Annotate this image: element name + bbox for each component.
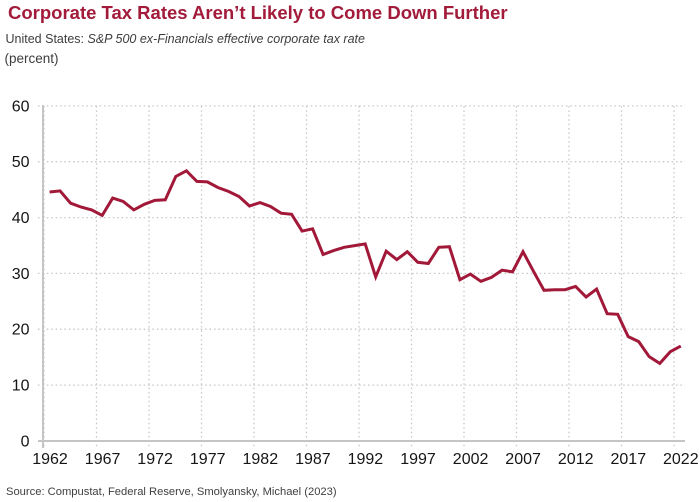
svg-text:60: 60 bbox=[12, 98, 30, 115]
svg-text:40: 40 bbox=[12, 210, 30, 227]
svg-text:1977: 1977 bbox=[190, 451, 226, 468]
svg-text:1997: 1997 bbox=[400, 451, 436, 468]
svg-text:2002: 2002 bbox=[453, 451, 489, 468]
svg-text:1972: 1972 bbox=[137, 451, 173, 468]
svg-text:0: 0 bbox=[21, 433, 30, 450]
svg-text:2017: 2017 bbox=[611, 451, 647, 468]
svg-text:10: 10 bbox=[12, 378, 30, 395]
svg-text:20: 20 bbox=[12, 322, 30, 339]
svg-text:1967: 1967 bbox=[85, 451, 121, 468]
svg-text:1982: 1982 bbox=[243, 451, 279, 468]
svg-text:1992: 1992 bbox=[348, 451, 384, 468]
svg-text:1962: 1962 bbox=[32, 451, 68, 468]
svg-text:2022: 2022 bbox=[663, 451, 699, 468]
svg-text:1987: 1987 bbox=[295, 451, 331, 468]
svg-text:30: 30 bbox=[12, 266, 30, 283]
svg-text:50: 50 bbox=[12, 154, 30, 171]
svg-text:2012: 2012 bbox=[558, 451, 594, 468]
svg-text:2007: 2007 bbox=[505, 451, 541, 468]
